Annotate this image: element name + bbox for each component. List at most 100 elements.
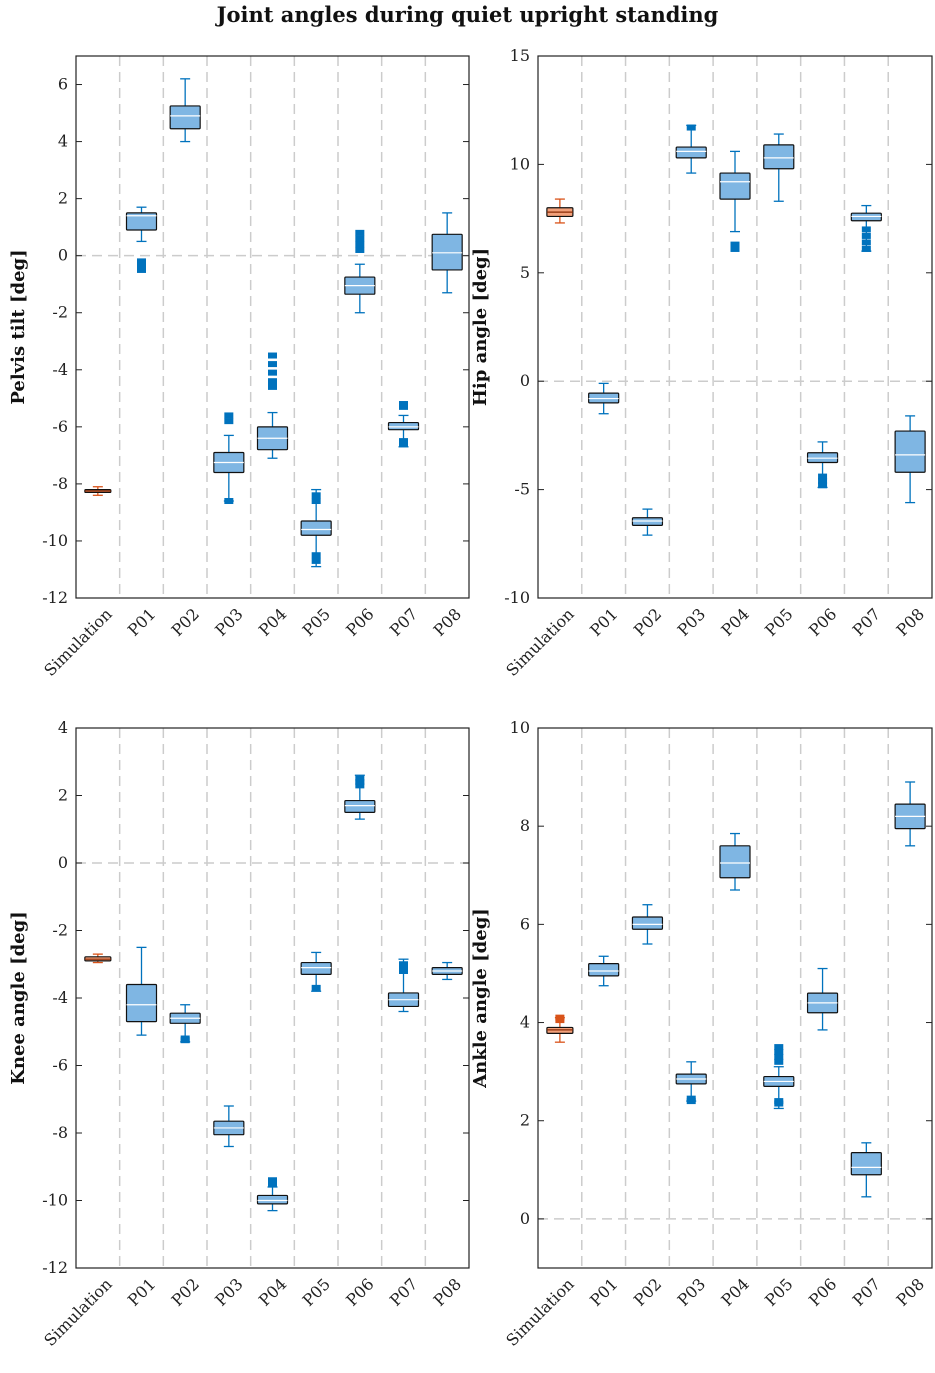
box-p06 — [806, 441, 839, 489]
x-tick-label: P06 — [342, 1274, 377, 1309]
x-tick-label: P02 — [630, 604, 665, 639]
x-tick-label: Simulation — [40, 604, 115, 679]
y-axis-label: Ankle angle [deg] — [470, 908, 491, 1089]
outlier-marker — [180, 1037, 190, 1044]
box-p04 — [719, 150, 751, 252]
y-tick-label: -4 — [52, 988, 68, 1007]
axes-frame — [75, 727, 470, 1269]
box-p05 — [763, 133, 795, 202]
box-p01 — [125, 206, 158, 273]
figure-title: Joint angles during quiet upright standi… — [216, 2, 719, 27]
outlier-marker — [686, 124, 696, 131]
x-tick-label: P07 — [849, 1274, 884, 1309]
y-tick-label: 4 — [520, 1013, 530, 1032]
outlier-marker — [355, 779, 365, 785]
outlier-marker — [137, 266, 146, 273]
x-tick-label: P01 — [124, 1274, 159, 1309]
axes-frame — [537, 55, 933, 599]
x-tick-label: P02 — [168, 604, 203, 639]
x-tick-label: P05 — [299, 604, 334, 639]
y-tick-label: -8 — [52, 1123, 68, 1142]
y-tick-label: 8 — [520, 816, 530, 835]
box-simulation — [546, 198, 574, 224]
box-simulation — [84, 953, 112, 964]
box-p03 — [213, 1105, 245, 1148]
outlier-marker — [355, 782, 365, 789]
y-tick-label: 0 — [58, 246, 68, 265]
outlier-marker — [774, 1053, 784, 1060]
outlier-marker — [355, 775, 365, 782]
box-p07 — [387, 958, 420, 1013]
outlier-marker — [224, 418, 234, 425]
outlier-marker — [730, 245, 740, 252]
x-tick-label: P07 — [386, 1274, 421, 1309]
outlier-marker — [818, 477, 828, 484]
y-tick-label: -2 — [52, 303, 68, 322]
outlier-marker — [268, 369, 277, 376]
outlier-marker — [730, 241, 740, 248]
x-tick-label: Simulation — [502, 1274, 577, 1349]
y-tick-label: -6 — [52, 417, 68, 436]
outlier-marker — [399, 968, 408, 974]
x-tick-label: P08 — [430, 1274, 465, 1309]
outlier-marker — [818, 473, 828, 480]
outlier-marker — [774, 1098, 784, 1105]
box-iqr — [894, 430, 926, 473]
box-p08 — [894, 781, 926, 847]
outlier-marker — [268, 1177, 277, 1184]
box-iqr — [300, 520, 332, 536]
x-tick-label: P06 — [805, 1274, 840, 1309]
y-tick-label: 2 — [58, 786, 68, 805]
outlier-marker — [399, 440, 408, 447]
box-simulation — [546, 1014, 574, 1043]
x-tick-label: P05 — [761, 604, 796, 639]
box-p05 — [300, 488, 332, 568]
outlier-marker — [224, 412, 234, 419]
x-tick-label: P01 — [586, 604, 621, 639]
y-tick-label: 10 — [510, 718, 530, 737]
box-p03 — [675, 1061, 707, 1105]
outlier-marker — [311, 984, 321, 991]
y-tick-label: -12 — [42, 588, 68, 607]
outlier-marker — [555, 1014, 565, 1021]
axes-frame — [537, 727, 933, 1269]
outlier-marker — [224, 498, 234, 505]
outlier-marker — [686, 1095, 696, 1102]
x-tick-label: P03 — [674, 1274, 709, 1309]
box-p02 — [169, 78, 201, 143]
x-tick-label: P07 — [386, 604, 421, 639]
x-tick-label: P06 — [805, 604, 840, 639]
box-p07 — [387, 401, 420, 448]
box-iqr — [387, 421, 420, 431]
y-tick-label: -10 — [42, 1191, 68, 1210]
outlier-marker — [355, 241, 365, 248]
box-p08 — [431, 961, 463, 981]
box-p06 — [344, 229, 376, 314]
x-tick-label: P01 — [586, 1274, 621, 1309]
outlier-marker — [311, 557, 321, 564]
y-axis-label: Pelvis tilt [deg] — [8, 249, 29, 404]
outlier-marker — [861, 232, 871, 239]
x-tick-label: P04 — [255, 604, 290, 639]
x-tick-label: P02 — [168, 1274, 203, 1309]
box-iqr — [125, 983, 158, 1023]
y-tick-label: -2 — [52, 921, 68, 940]
outlier-marker — [355, 229, 365, 236]
box-p08 — [894, 415, 926, 504]
y-tick-label: 6 — [520, 914, 530, 933]
y-tick-label: 10 — [510, 154, 530, 173]
outlier-marker — [861, 239, 871, 246]
outlier-marker — [774, 1044, 784, 1051]
outlier-marker — [311, 492, 321, 499]
box-iqr — [125, 212, 158, 231]
box-p02 — [631, 904, 664, 945]
x-tick-label: P06 — [342, 604, 377, 639]
chart-panel-4: 10 8 6 4 2 0 Simulation P01 P02 P03 P04 P05 P06 P07 P0… — [470, 718, 933, 1350]
box-p02 — [169, 1004, 201, 1044]
y-tick-label: -8 — [52, 474, 68, 493]
outlier-marker — [399, 961, 408, 968]
x-tick-label: P04 — [255, 1274, 290, 1309]
y-tick-label: 0 — [520, 1209, 530, 1228]
